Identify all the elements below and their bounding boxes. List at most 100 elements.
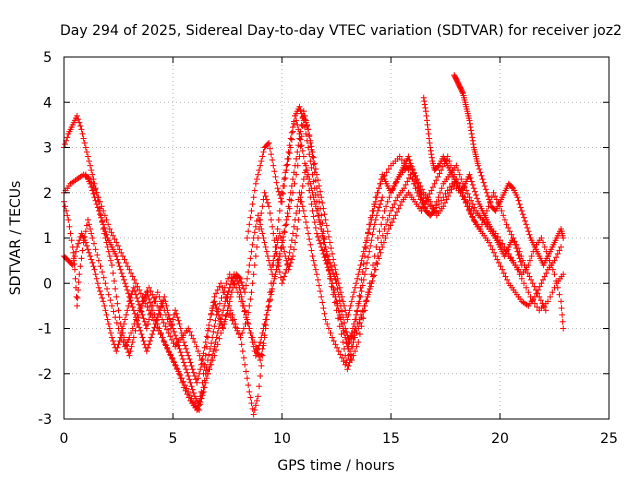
data-point <box>362 265 369 272</box>
data-point <box>201 384 208 391</box>
data-point <box>517 258 524 265</box>
data-point <box>134 317 141 324</box>
data-point <box>216 320 223 327</box>
data-point <box>144 344 151 351</box>
data-point <box>87 225 94 232</box>
data-point <box>440 203 447 210</box>
data-point <box>559 318 566 325</box>
x-tick-labels: 0 5 10 15 20 25 <box>60 431 618 447</box>
data-point <box>534 304 541 311</box>
data-point <box>290 246 297 253</box>
data-point <box>134 283 141 290</box>
data-point <box>474 195 481 202</box>
data-point <box>389 219 396 226</box>
data-point <box>134 294 141 301</box>
data-point <box>553 277 560 284</box>
data-point <box>469 181 476 188</box>
data-point <box>522 218 529 225</box>
data-point <box>193 379 200 386</box>
data-point <box>179 356 186 363</box>
data-point <box>186 376 193 383</box>
data-point <box>371 272 378 279</box>
data-point <box>341 330 348 337</box>
data-point <box>471 218 478 225</box>
data-point <box>384 230 391 237</box>
data-point <box>215 325 222 332</box>
data-point <box>336 297 343 304</box>
data-point <box>115 307 122 314</box>
data-point <box>430 208 437 215</box>
data-point <box>374 189 381 196</box>
data-point <box>389 204 396 211</box>
data-point <box>313 171 320 178</box>
data-point <box>296 207 303 214</box>
data-point <box>330 256 337 263</box>
data-point <box>256 383 263 390</box>
data-point <box>132 291 139 298</box>
data-point <box>538 235 545 241</box>
data-point <box>529 297 536 304</box>
data-point <box>176 320 183 327</box>
data-point <box>213 346 220 353</box>
data-point <box>195 375 202 382</box>
data-point <box>296 130 303 137</box>
data-point <box>300 176 307 183</box>
data-point <box>326 259 333 266</box>
data-point <box>288 237 295 244</box>
data-point <box>80 135 87 142</box>
data-point <box>247 255 254 262</box>
data-point <box>469 213 476 220</box>
data-point <box>383 221 390 228</box>
data-point <box>105 248 112 255</box>
data-point <box>94 204 101 211</box>
data-point <box>226 284 233 291</box>
data-point <box>294 149 301 156</box>
axis-ticks <box>63 56 610 420</box>
data-point <box>383 203 390 210</box>
data-point <box>196 352 203 359</box>
y-tick-labels: -3 -2 -1 0 1 2 3 4 5 <box>38 50 52 428</box>
data-point <box>267 210 274 217</box>
data-point <box>416 187 423 194</box>
data-point <box>264 199 271 206</box>
data-point <box>90 263 97 270</box>
data-point <box>290 169 297 176</box>
data-point <box>313 230 320 237</box>
data-point <box>146 341 153 348</box>
data-point <box>434 173 441 180</box>
data-point <box>179 334 186 341</box>
data-point <box>91 194 98 201</box>
data-point <box>172 332 179 339</box>
data-point <box>427 147 434 154</box>
data-point <box>324 228 331 235</box>
y-tick-label: 5 <box>43 50 52 66</box>
data-point <box>245 320 252 327</box>
data-point <box>469 201 476 208</box>
data-point <box>370 262 377 269</box>
data-point <box>250 194 257 201</box>
grid <box>64 57 609 419</box>
y-tick-label: 3 <box>43 141 52 157</box>
data-point <box>365 254 372 261</box>
data-point <box>77 263 84 270</box>
data-point <box>88 167 95 174</box>
data-point <box>175 368 182 375</box>
data-point <box>240 325 247 332</box>
data-point <box>332 341 339 348</box>
data-point <box>141 318 148 325</box>
data-point <box>441 199 448 206</box>
data-point <box>87 180 94 187</box>
data-point <box>319 299 326 306</box>
data-point <box>336 311 343 318</box>
data-point <box>113 348 120 355</box>
data-point <box>142 300 149 307</box>
data-point <box>139 334 146 341</box>
data-point <box>212 301 219 308</box>
data-point <box>287 259 294 266</box>
data-point <box>288 129 295 136</box>
data-point <box>467 210 474 217</box>
data-point <box>197 366 204 373</box>
data-point <box>146 316 153 323</box>
data-point <box>110 270 117 277</box>
data-point <box>407 160 414 167</box>
